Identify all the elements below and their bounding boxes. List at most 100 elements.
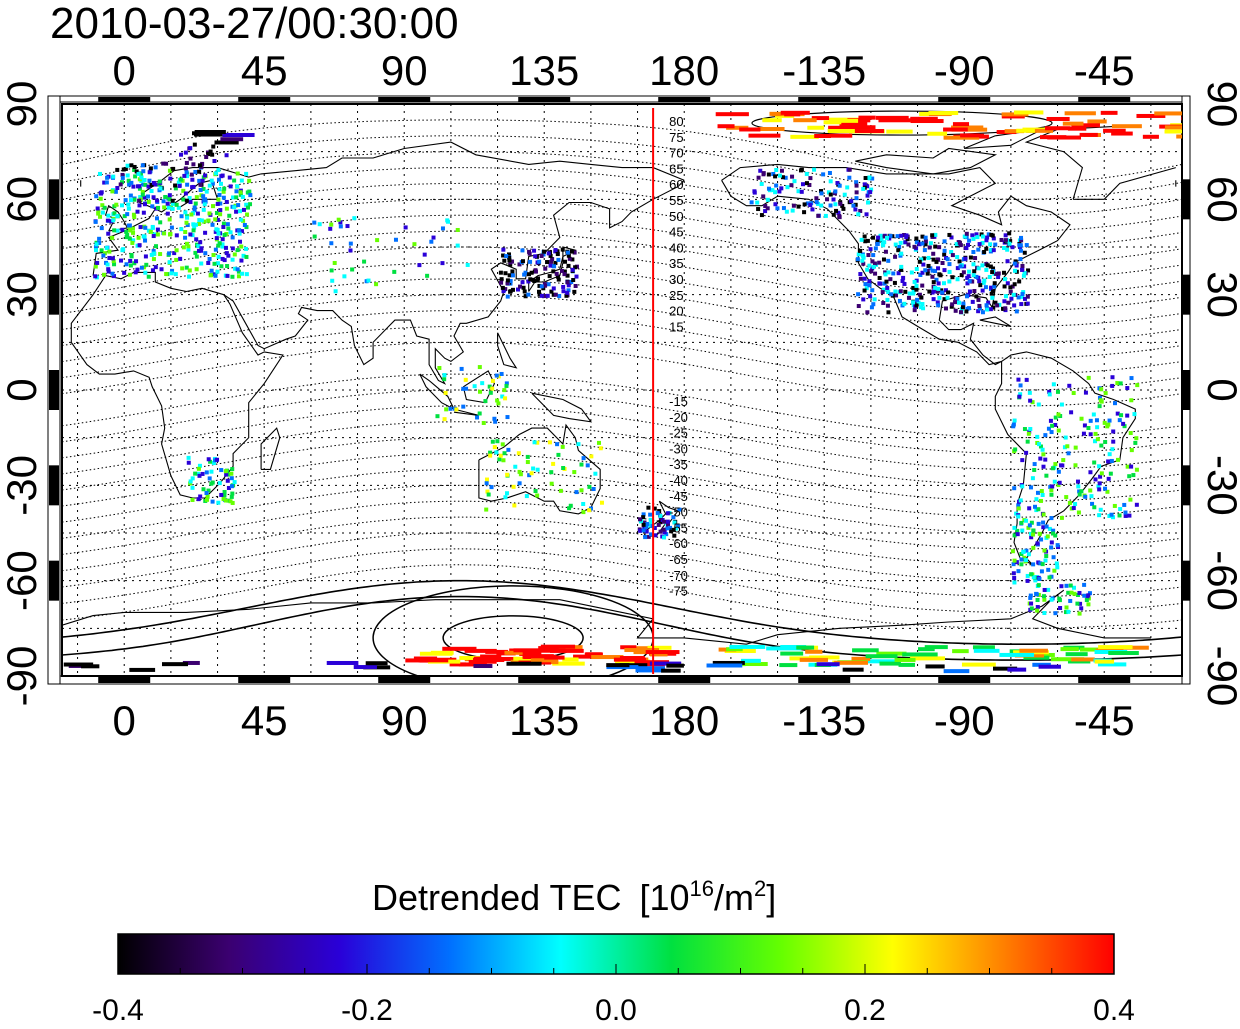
tec-marker — [179, 214, 184, 219]
tec-marker — [988, 264, 993, 269]
tec-marker — [566, 253, 571, 258]
tec-marker — [838, 201, 843, 206]
tec-marker — [211, 461, 216, 466]
tec-marker — [933, 244, 938, 249]
tec-marker — [128, 228, 133, 233]
contour-label: -30 — [669, 441, 688, 456]
tec-marker — [1136, 113, 1166, 118]
tec-marker — [1063, 435, 1068, 440]
tec-marker — [1053, 533, 1058, 538]
tec-marker — [143, 182, 148, 187]
tec-marker — [342, 274, 347, 279]
contour-label: 40 — [669, 240, 683, 255]
tec-marker — [138, 195, 143, 200]
tec-marker — [1035, 541, 1040, 546]
tec-marker — [535, 493, 540, 498]
tec-marker — [232, 480, 237, 485]
tec-marker — [1042, 548, 1047, 553]
tec-marker — [886, 258, 891, 263]
tec-marker — [756, 175, 761, 180]
tec-marker — [980, 234, 985, 239]
tec-marker — [528, 259, 533, 264]
tec-marker — [362, 259, 367, 264]
tec-marker — [1067, 659, 1091, 664]
tec-marker — [877, 275, 882, 280]
tec-marker — [829, 133, 853, 138]
tec-marker — [556, 277, 561, 282]
tec-marker — [115, 228, 120, 233]
tec-marker — [238, 192, 243, 197]
tec-marker — [911, 291, 916, 296]
tec-marker — [528, 277, 533, 282]
tec-marker — [925, 664, 945, 669]
tec-marker — [752, 190, 757, 195]
tec-marker — [1134, 467, 1139, 472]
tec-marker — [676, 524, 681, 529]
tec-marker — [781, 206, 786, 211]
tec-marker — [551, 292, 556, 297]
tec-marker — [955, 266, 960, 271]
tec-marker — [1052, 568, 1057, 573]
tec-marker — [163, 194, 168, 199]
tec-marker — [232, 205, 237, 210]
tec-marker — [574, 274, 579, 279]
tec-marker — [665, 522, 670, 527]
tec-marker — [480, 381, 485, 386]
tec-marker — [458, 662, 487, 667]
tec-marker — [789, 183, 794, 188]
tec-marker — [999, 237, 1004, 242]
tec-marker — [442, 417, 447, 422]
tec-marker — [944, 306, 949, 311]
tec-marker — [1006, 300, 1011, 305]
tec-marker — [461, 386, 466, 391]
tec-marker — [878, 281, 883, 286]
tec-marker — [1043, 433, 1048, 438]
tec-marker — [533, 489, 538, 494]
tec-marker — [878, 233, 883, 238]
tec-marker — [570, 257, 575, 262]
tec-marker — [851, 203, 856, 208]
tec-marker — [914, 267, 919, 272]
tec-marker — [506, 661, 542, 666]
tec-marker — [199, 218, 204, 223]
tec-marker — [566, 283, 571, 288]
tec-marker — [909, 270, 914, 275]
tec-marker — [936, 281, 941, 286]
tec-marker — [455, 227, 460, 232]
tec-marker — [1099, 443, 1104, 448]
tec-marker — [93, 219, 98, 224]
tec-marker — [211, 253, 216, 258]
tec-marker — [487, 384, 492, 389]
tec-marker — [766, 186, 771, 191]
tec-marker — [464, 386, 469, 391]
tec-marker — [1016, 506, 1021, 511]
tec-marker — [967, 279, 972, 284]
tec-marker — [943, 288, 948, 293]
tec-marker — [1020, 484, 1025, 489]
tec-marker — [990, 289, 995, 294]
tec-marker — [526, 272, 531, 277]
tec-marker — [966, 274, 971, 279]
tec-marker — [1016, 514, 1021, 519]
contour-labels: 8075706560555045403530252015-15-20-25-30… — [669, 114, 688, 599]
tec-marker — [925, 271, 930, 276]
tec-marker — [980, 263, 985, 268]
tec-marker — [1079, 416, 1084, 421]
tec-marker — [798, 168, 803, 173]
tec-marker — [875, 239, 880, 244]
tec-marker — [205, 493, 210, 498]
tec-marker — [1105, 489, 1110, 494]
tec-marker — [865, 659, 899, 664]
tec-marker — [1002, 284, 1007, 289]
tec-marker — [902, 232, 907, 237]
tec-marker — [210, 222, 215, 227]
tec-marker — [533, 269, 538, 274]
tec-marker — [179, 152, 184, 157]
tec-marker — [992, 284, 997, 289]
tec-marker — [896, 248, 901, 253]
tec-marker — [184, 241, 189, 246]
tec-marker — [1044, 473, 1049, 478]
tec-marker — [336, 217, 341, 222]
colorbar-tick-label: -0.2 — [341, 994, 393, 1024]
tec-marker — [96, 211, 101, 216]
